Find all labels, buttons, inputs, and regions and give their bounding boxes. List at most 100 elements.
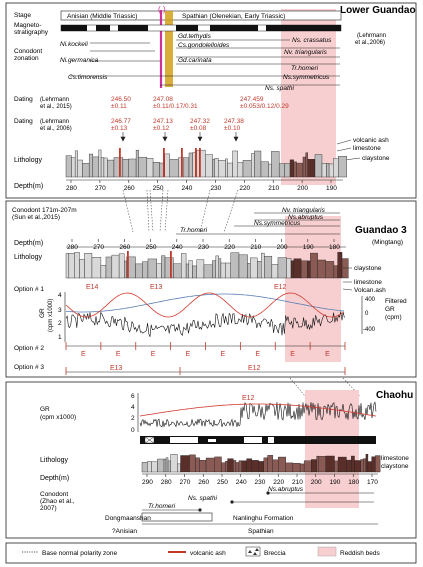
stage-spathian: Spathian (Olenekian, Early Triassic) xyxy=(182,13,285,20)
svg-text:-400: -400 xyxy=(363,327,376,333)
dating2-label-2: (Lehrmann xyxy=(40,119,69,125)
taxon-ni-germanica: Ni.germanica xyxy=(60,57,99,64)
option2-cycle-label: E xyxy=(151,351,156,358)
opt3-e12: E12 xyxy=(248,365,261,372)
litho-bed xyxy=(333,158,339,178)
svg-text:0: 0 xyxy=(131,427,135,434)
panel-b-conodont-2: (Sun et al.,2015) xyxy=(12,214,60,221)
reddish-bed-band-c xyxy=(305,390,359,508)
litho-bed xyxy=(227,162,233,178)
taxon-ns-spathi: Ns. spathi xyxy=(265,85,294,92)
dating2-age-4: 247.38 xyxy=(224,118,244,125)
lithology-label-c: Lithology xyxy=(40,457,69,464)
litho-bed xyxy=(337,456,347,473)
option2-cycle-label: E xyxy=(220,351,225,358)
formation-nanlinghu: Nanlinghu Formation xyxy=(233,515,294,522)
lithology-column-b xyxy=(65,251,349,279)
litho-bed xyxy=(77,159,83,178)
litho-bed xyxy=(285,462,294,473)
litho-bed xyxy=(307,260,311,279)
cycle-e12-c: E12 xyxy=(242,395,255,402)
litho-bed xyxy=(92,156,99,178)
litho-bed xyxy=(238,254,248,279)
svg-text:400: 400 xyxy=(365,297,376,303)
litho-bed xyxy=(135,263,143,279)
litho-bed xyxy=(375,455,381,473)
gr-curve-b xyxy=(65,292,345,337)
litho-bed xyxy=(74,150,78,178)
depth-label-c: Depth(m) xyxy=(40,475,69,482)
taxon-nv-triangularis: Nv. triangularis xyxy=(284,49,328,56)
litho-bed xyxy=(164,257,174,279)
litho-bed xyxy=(122,159,129,178)
b-legend-volcan-ash: Volcan.ash xyxy=(354,287,386,294)
depth-tick-label: 220 xyxy=(224,244,235,251)
litho-bed xyxy=(218,258,222,279)
litho-bed xyxy=(74,252,80,279)
litho-bed xyxy=(241,460,247,473)
depth-label-b: Depth(m) xyxy=(14,240,43,247)
litho-bed xyxy=(263,457,268,473)
taxon-ns-crassatus: Ns. crassatus xyxy=(292,37,332,44)
filtered-label-1: Filtered xyxy=(385,298,407,305)
litho-bed xyxy=(242,160,252,178)
dating1-err-2: ±0.11/0.17/0.31 xyxy=(153,103,198,110)
c-legend-claystone: claystone xyxy=(381,463,409,470)
depth-axis-a: 280 270 260 250 240 230 220 210 200 190 xyxy=(66,180,337,192)
litho-bed xyxy=(183,157,190,178)
c-conodont-1: Conodont xyxy=(40,491,68,498)
option2-cycle-label: E xyxy=(325,351,330,358)
depth-tick-label: 280 xyxy=(67,244,78,251)
depth-tick-label: 230 xyxy=(198,244,209,251)
depth-tick-label: 240 xyxy=(182,185,193,192)
litho-bed xyxy=(147,258,157,279)
litho-bed xyxy=(196,259,205,279)
litho-bed xyxy=(118,253,125,279)
litho-bed xyxy=(261,252,265,279)
panel-guandao-3: Guandao 3 (Mingtang) Conodont 171m-207m … xyxy=(5,200,417,378)
litho-bed xyxy=(170,454,178,473)
litho-bed xyxy=(107,159,115,178)
litho-bed xyxy=(188,260,193,279)
litho-bed xyxy=(147,461,152,473)
filtered-label-3: (cpm) xyxy=(385,314,402,321)
legend-limestone: limestone xyxy=(353,145,381,152)
magnetostratigraphy-bar xyxy=(60,24,342,32)
litho-bed xyxy=(310,252,318,279)
litho-bed xyxy=(325,455,335,473)
dating1-label-2: (Lehrmann xyxy=(40,97,69,103)
legend-volcanic-ash: volcanic ash xyxy=(353,137,389,144)
litho-bed xyxy=(135,149,139,178)
svg-text:(: ( xyxy=(158,5,161,14)
b-legend-claystone: claystone xyxy=(354,265,382,272)
c-conodont-2: (Zhao et al., xyxy=(40,498,75,505)
litho-bed xyxy=(302,156,306,178)
litho-bed xyxy=(346,459,352,473)
c-taxon-ns-abruptus: Ns.abruptus xyxy=(268,486,304,493)
filtered-red-curve xyxy=(65,292,345,318)
litho-bed xyxy=(124,260,127,279)
dating2-err-2: ±0.12 xyxy=(153,125,170,132)
panel-chaohu: Chaohu GR (cpm x1000) 6 4 2 0 E12 Lithol… xyxy=(5,381,417,539)
taxon-tr-homeri: Tr.homeri xyxy=(291,65,319,72)
litho-bed xyxy=(354,460,361,473)
litho-bed xyxy=(333,265,338,279)
litho-bed xyxy=(212,159,215,178)
litho-bed xyxy=(224,461,228,473)
gr-raw-curve xyxy=(65,311,345,337)
litho-bed xyxy=(251,153,255,178)
conodont-range-lines xyxy=(70,39,340,86)
c-taxon-ns-spathi: Ns. spathi xyxy=(188,495,217,502)
dating1-label-1: Dating xyxy=(14,96,33,103)
litho-bed xyxy=(233,460,237,473)
litho-bed xyxy=(180,253,187,279)
dating1-age-1: 246.50 xyxy=(111,96,131,103)
litho-bed xyxy=(293,258,302,279)
c-conodont-3: 2007) xyxy=(40,505,57,512)
option3-label: Option # 3 xyxy=(14,364,44,371)
litho-bed xyxy=(225,158,228,178)
litho-bed xyxy=(267,455,274,473)
depth-tick-label: 250 xyxy=(153,185,164,192)
depth-tick-label: 200 xyxy=(277,244,288,251)
taxon-cs-gondolelloides: Cs.gondolelloides xyxy=(178,42,230,49)
